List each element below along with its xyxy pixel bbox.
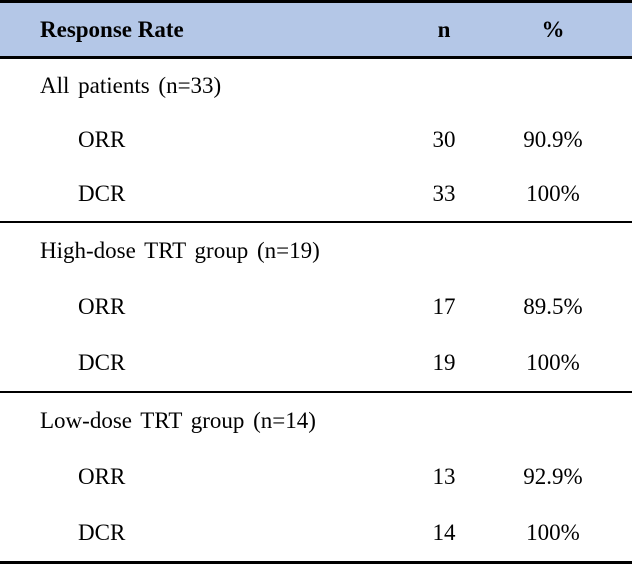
group-label: High-dose TRT group (n=19) <box>40 238 320 263</box>
cell-n: 17 <box>432 294 456 319</box>
table-row: All patients (n=33) <box>0 59 632 113</box>
section-low-dose: Low-dose TRT group (n=14) ORR 13 92.9% D… <box>0 393 632 561</box>
cell-pct: 100% <box>526 520 580 545</box>
table-row: ORR 17 89.5% <box>0 279 632 335</box>
cell-n: 13 <box>432 464 456 489</box>
table-header-row: Response Rate n % <box>0 3 632 59</box>
table-row: DCR 33 100% <box>0 167 632 221</box>
table-row: ORR 13 92.9% <box>0 449 632 505</box>
measure-label: DCR <box>78 181 126 206</box>
cell-pct: 92.9% <box>523 464 583 489</box>
cell-pct: 89.5% <box>523 294 583 319</box>
measure-label: ORR <box>78 127 126 152</box>
cell-n: 30 <box>432 127 456 152</box>
measure-label: ORR <box>78 294 126 319</box>
table-row: ORR 30 90.9% <box>0 113 632 167</box>
cell-n: 14 <box>432 520 456 545</box>
table-row: DCR 19 100% <box>0 335 632 391</box>
cell-pct: 100% <box>526 350 580 375</box>
cell-n: 19 <box>432 350 456 375</box>
cell-pct: 100% <box>526 181 580 206</box>
header-response-rate: Response Rate <box>40 16 184 42</box>
response-rate-table: Response Rate n % All patients (n=33) OR… <box>0 0 632 564</box>
section-all-patients: All patients (n=33) ORR 30 90.9% DCR 33 … <box>0 59 632 223</box>
measure-label: DCR <box>78 520 126 545</box>
header-percent: % <box>541 16 565 42</box>
header-n: n <box>437 16 451 42</box>
group-label: Low-dose TRT group (n=14) <box>40 408 316 433</box>
section-high-dose: High-dose TRT group (n=19) ORR 17 89.5% … <box>0 223 632 393</box>
table-row: High-dose TRT group (n=19) <box>0 223 632 279</box>
group-label: All patients (n=33) <box>40 73 222 98</box>
cell-n: 33 <box>432 181 456 206</box>
cell-pct: 90.9% <box>523 127 583 152</box>
table-row: Low-dose TRT group (n=14) <box>0 393 632 449</box>
measure-label: ORR <box>78 464 126 489</box>
table-row: DCR 14 100% <box>0 505 632 561</box>
measure-label: DCR <box>78 350 126 375</box>
